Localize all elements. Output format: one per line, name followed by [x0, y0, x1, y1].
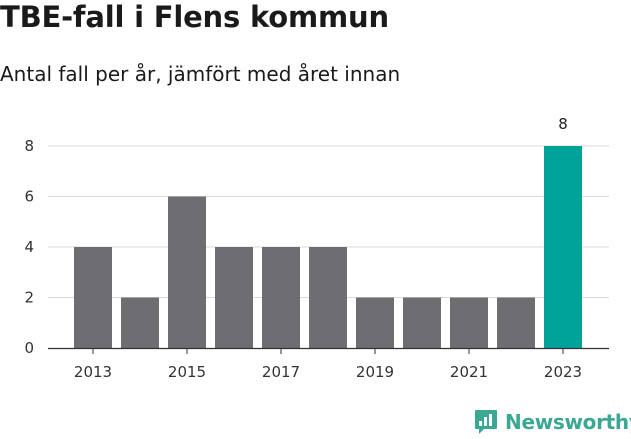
bar-2017 [262, 247, 300, 348]
bar-2013 [74, 247, 112, 348]
newsworthy-logo-icon [475, 410, 497, 434]
bar-2022 [497, 297, 535, 348]
y-tick-label: 2 [24, 289, 34, 307]
newsworthy-logo-text: Newsworthy [505, 410, 631, 434]
chart-subtitle: Antal fall per år, jämfört med året inna… [0, 62, 401, 86]
x-tick-label: 2021 [450, 363, 488, 381]
bar-2020 [403, 297, 441, 348]
x-tick-label: 2023 [544, 363, 582, 381]
data-label-2023: 8 [558, 115, 568, 133]
y-tick-label: 0 [24, 339, 34, 357]
bar-2016 [215, 247, 253, 348]
bar-2023 [544, 146, 582, 348]
x-tick-label: 2015 [168, 363, 206, 381]
bar-2019 [356, 297, 394, 348]
bar-2018 [309, 247, 347, 348]
y-tick-label: 6 [24, 188, 34, 206]
x-tick-label: 2013 [74, 363, 112, 381]
x-tick-label: 2017 [262, 363, 300, 381]
chart-title: TBE-fall i Flens kommun [0, 0, 389, 34]
y-tick-label: 4 [24, 238, 34, 256]
newsworthy-logo: Newsworthy [474, 406, 631, 438]
x-tick-label: 2019 [356, 363, 394, 381]
bar-2015 [168, 196, 206, 348]
bar-2014 [121, 297, 159, 348]
bar-2021 [450, 297, 488, 348]
y-tick-label: 8 [24, 137, 34, 155]
bar-chart: 0 2 4 6 8 2013 2015 2017 2019 2021 2023 8 [24, 115, 609, 381]
